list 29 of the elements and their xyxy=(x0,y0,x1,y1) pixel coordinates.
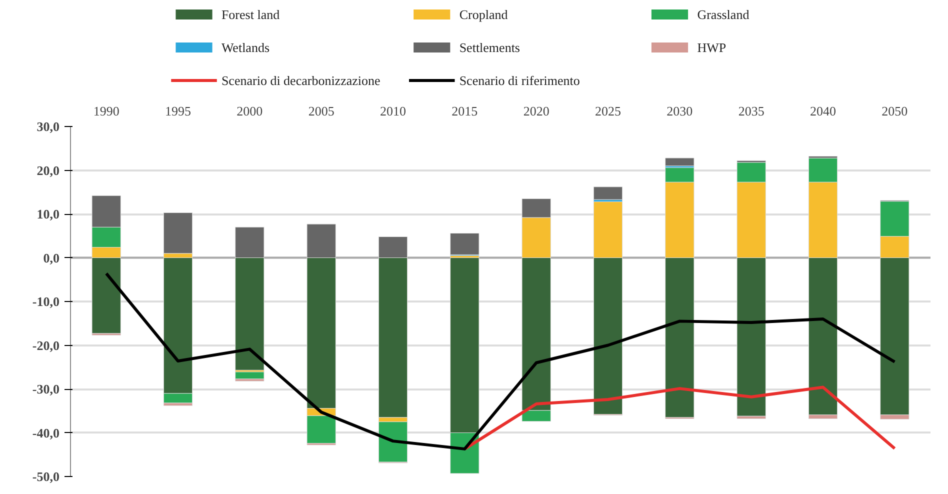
y-tick-label: 0,0 xyxy=(43,250,60,266)
x-tick-label: 2035 xyxy=(738,104,764,118)
x-tick-label: 2025 xyxy=(595,104,621,118)
y-tick-label: -40,0 xyxy=(32,425,60,440)
legend-label: HWP xyxy=(697,40,726,55)
x-tick-label: 2010 xyxy=(380,104,406,118)
legend-label: Grassland xyxy=(697,7,750,22)
x-tick-label: 2040 xyxy=(810,104,836,118)
legend-label: Scenario di riferimento xyxy=(459,73,580,88)
y-tick-label: 20,0 xyxy=(36,162,60,178)
x-tick-label: 2020 xyxy=(523,104,550,118)
y-tick-label: -50,0 xyxy=(32,469,60,484)
legend-label: Forest land xyxy=(221,7,280,22)
x-tick-label: 2030 xyxy=(666,104,693,118)
legend-label: Wetlands xyxy=(221,40,270,55)
x-tick-label: 2015 xyxy=(452,104,478,118)
y-tick-label: -30,0 xyxy=(32,382,60,396)
x-tick-label: 2005 xyxy=(308,104,334,118)
legend-label: Cropland xyxy=(459,7,508,22)
y-tick-label: -20,0 xyxy=(32,338,60,353)
x-tick-label: 2000 xyxy=(236,104,263,118)
legend-label: Settlements xyxy=(459,40,520,55)
y-tick-label: 30,0 xyxy=(36,119,60,134)
x-tick-label: 2050 xyxy=(882,104,908,118)
legend-label: Scenario di decarbonizzazione xyxy=(221,73,380,88)
x-tick-label: 1990 xyxy=(93,104,120,118)
x-tick-label: 1995 xyxy=(165,104,191,118)
y-tick-label: -10,0 xyxy=(32,294,60,309)
y-tick-label: 10,0 xyxy=(36,206,60,222)
